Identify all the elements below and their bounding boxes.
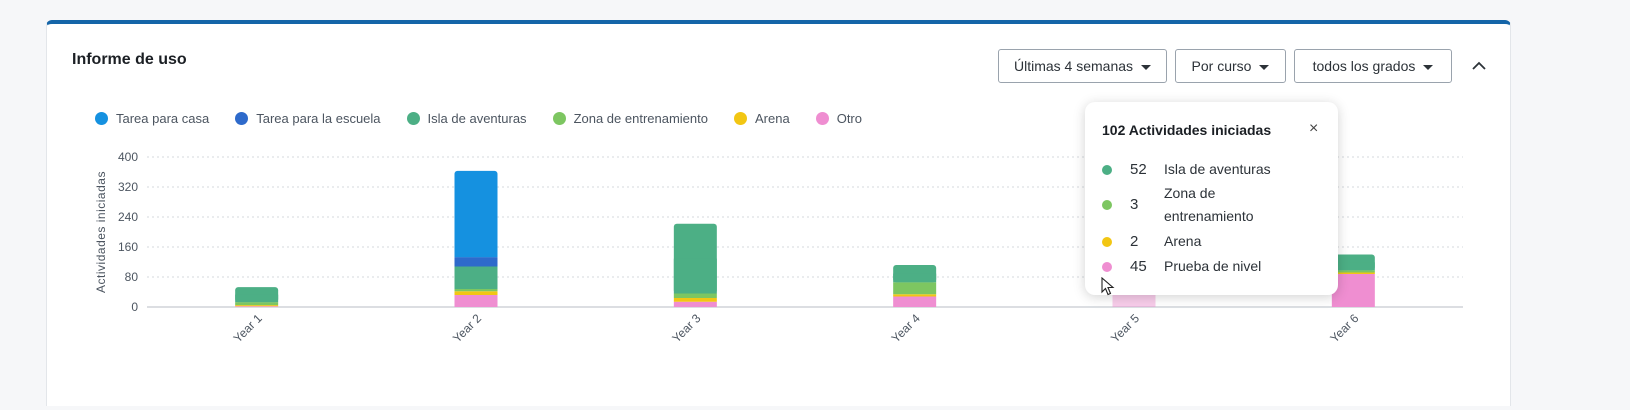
legend-dot-icon — [95, 112, 108, 125]
bar-segment — [893, 296, 937, 307]
grades-dropdown-label: todos los grados — [1312, 58, 1416, 74]
chevron-down-icon — [1259, 64, 1270, 70]
legend-item[interactable]: Otro — [815, 111, 862, 126]
legend-label: Zona de entrenamiento — [573, 111, 708, 126]
legend-dot-icon — [552, 112, 566, 125]
legend-item[interactable]: Zona de entrenamiento — [552, 111, 708, 126]
y-axis-label: Actividades iniciadas — [94, 171, 108, 293]
bar-segment — [893, 294, 937, 297]
x-tick-label: Year 2 — [450, 311, 484, 345]
bar-segment — [893, 273, 937, 283]
y-tick-label: 240 — [118, 210, 138, 224]
tooltip-row-label: Zona de entrenamiento — [1164, 185, 1254, 224]
bar-segment — [454, 289, 498, 292]
close-icon[interactable]: × — [1309, 120, 1319, 137]
legend-label: Tarea para la escuela — [256, 111, 381, 126]
y-tick-label: 0 — [131, 300, 138, 314]
bar-segment — [235, 306, 279, 307]
legend-dot-icon — [406, 112, 420, 125]
bar-segment — [673, 293, 717, 298]
group-by-dropdown[interactable]: Por curso — [1175, 49, 1286, 83]
tooltip-panel: 102 Actividades iniciadas × 52 Isla de a… — [1085, 102, 1338, 295]
otro-dot-icon — [1102, 262, 1112, 272]
mouse-cursor-icon — [1101, 277, 1115, 296]
y-tick-label: 80 — [125, 270, 139, 284]
bar-segment — [235, 302, 279, 306]
bar-segment — [673, 258, 717, 294]
legend-label: Isla de aventuras — [427, 111, 527, 126]
legend-label: Arena — [755, 111, 790, 126]
bar-segment — [1331, 270, 1375, 273]
tooltip-row: 3 Zona de entrenamiento — [1102, 185, 1294, 228]
legend-item[interactable]: Tarea para la escuela — [235, 111, 381, 126]
period-dropdown-label: Últimas 4 semanas — [1013, 58, 1134, 74]
legend-label: Tarea para casa — [116, 111, 210, 126]
report-title: Informe de uso — [72, 51, 187, 68]
bar-segment — [454, 214, 498, 258]
isla-dot-icon — [1102, 165, 1112, 175]
x-tick-label: Year 3 — [669, 311, 703, 345]
x-tick-label: Year 4 — [889, 311, 923, 345]
x-tick-label: Year 6 — [1327, 311, 1361, 345]
bar-segment — [454, 291, 498, 295]
chevron-down-icon — [1423, 64, 1434, 70]
y-tick-label: 400 — [118, 150, 138, 164]
legend-item[interactable]: Arena — [734, 111, 790, 126]
tooltip-row-label: Isla de aventuras — [1164, 161, 1271, 177]
y-tick-label: 160 — [118, 240, 138, 254]
y-tick-label: 320 — [118, 180, 138, 194]
bar-segment — [1331, 262, 1375, 271]
tooltip-row: 45 Prueba de nivel — [1102, 258, 1294, 278]
bar-segment — [454, 257, 498, 267]
chevron-down-icon — [1141, 64, 1152, 70]
tooltip-row-label: Prueba de nivel — [1164, 258, 1262, 274]
tooltip-row-value: 2 — [1130, 233, 1139, 250]
tooltip-title: 102 Actividades iniciadas — [1102, 122, 1272, 138]
bar-segment — [893, 282, 937, 295]
period-dropdown[interactable]: Últimas 4 semanas — [998, 49, 1167, 83]
group-by-dropdown-label: Por curso — [1191, 58, 1252, 74]
legend-item[interactable]: Tarea para casa — [95, 111, 209, 126]
bar-segment — [1331, 272, 1375, 274]
bar-segment — [454, 266, 498, 289]
x-tick-label: Year 5 — [1108, 311, 1142, 345]
usage-report-card: Informe de uso Últimas 4 semanas Por cur… — [46, 20, 1511, 406]
x-tick-label: Year 1 — [231, 311, 265, 345]
tooltip-row-value: 52 — [1130, 161, 1147, 178]
tooltip-row-value: 3 — [1130, 196, 1139, 213]
grades-dropdown[interactable]: todos los grados — [1294, 49, 1452, 83]
tooltip-row: 52 Isla de aventuras — [1102, 161, 1294, 181]
bar-segment — [1331, 274, 1375, 307]
arena-dot-icon — [1102, 237, 1112, 247]
tooltip-row-label: Arena — [1164, 233, 1202, 249]
bar-segment — [235, 294, 279, 303]
tooltip-row-value: 45 — [1130, 258, 1147, 275]
bar-segment — [454, 295, 498, 307]
bar-segment — [673, 298, 717, 302]
bar-segment — [235, 305, 279, 307]
bar-segment — [673, 301, 717, 307]
legend-dot-icon — [734, 112, 747, 125]
legend-dot-icon — [235, 112, 249, 125]
legend-label: Otro — [836, 111, 862, 126]
legend-item[interactable]: Isla de aventuras — [406, 111, 527, 126]
legend-dot-icon — [815, 112, 829, 125]
chart-legend: Tarea para casa Tarea para la escuela Isla… — [95, 111, 888, 126]
chevron-up-icon[interactable] — [1471, 58, 1487, 74]
tooltip-row: 2 Arena — [1102, 233, 1294, 253]
zona-dot-icon — [1102, 200, 1112, 210]
